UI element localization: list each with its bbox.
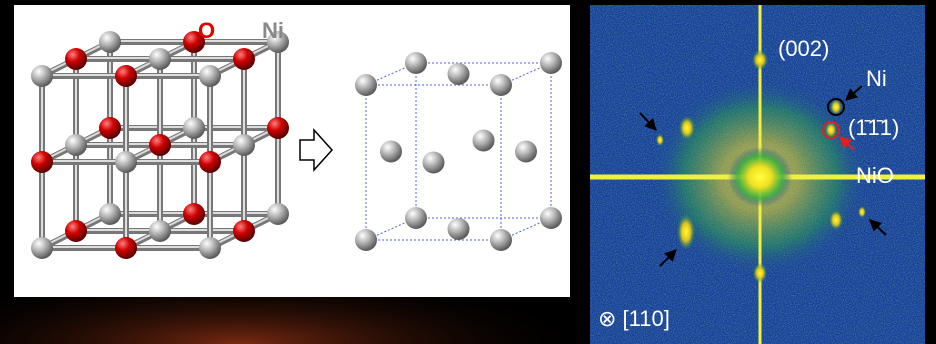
nickel-atom bbox=[448, 218, 470, 240]
nickel-atom bbox=[405, 52, 427, 74]
nickel-atom bbox=[31, 237, 53, 259]
diffraction-spot bbox=[679, 116, 695, 140]
diffraction-spot bbox=[677, 214, 695, 250]
oxygen-atom bbox=[65, 48, 87, 70]
nickel-atom bbox=[473, 130, 495, 152]
nickel-atom bbox=[99, 31, 121, 53]
plane-111-label: (1̄1̄1) bbox=[848, 115, 899, 140]
diffraction-spot bbox=[656, 134, 664, 146]
nickel-atom bbox=[490, 229, 512, 251]
zone-axis-label: ⊗ [110] bbox=[598, 306, 670, 331]
oxygen-atom bbox=[115, 237, 137, 259]
nickel-atom bbox=[448, 63, 470, 85]
plane-002-label: (002) bbox=[778, 36, 829, 61]
figure: O Ni (002) Ni (1̄1̄1) NiO ⊗ [110] bbox=[0, 0, 936, 344]
nickel-atom bbox=[99, 203, 121, 225]
oxygen-atom bbox=[267, 117, 289, 139]
nickel-atom bbox=[423, 152, 445, 174]
nickel-atom bbox=[267, 203, 289, 225]
nickel-atom bbox=[149, 220, 171, 242]
fft-panel: (002) Ni (1̄1̄1) NiO ⊗ [110] bbox=[590, 5, 925, 344]
oxygen-atom bbox=[233, 220, 255, 242]
nickel-atom bbox=[515, 141, 537, 163]
oxygen-atom bbox=[233, 48, 255, 70]
oxygen-atom bbox=[65, 220, 87, 242]
ni-label: Ni bbox=[866, 66, 887, 91]
nickel-atom bbox=[380, 141, 402, 163]
fft-center bbox=[728, 147, 792, 207]
nickel-atom bbox=[540, 52, 562, 74]
nickel-atom bbox=[149, 48, 171, 70]
nickel-label: Ni bbox=[262, 18, 284, 43]
nickel-atom bbox=[405, 207, 427, 229]
diffraction-spot bbox=[829, 210, 843, 230]
nickel-atom bbox=[183, 117, 205, 139]
nickel-atom bbox=[65, 134, 87, 156]
oxygen-atom bbox=[149, 134, 171, 156]
diffraction-spot bbox=[858, 206, 866, 218]
nickel-atom bbox=[355, 229, 377, 251]
oxygen-atom bbox=[183, 203, 205, 225]
oxygen-atom bbox=[115, 65, 137, 87]
nio-lattice bbox=[31, 31, 289, 259]
oxygen-atom bbox=[99, 117, 121, 139]
nickel-atom bbox=[199, 237, 221, 259]
oxygen-atom bbox=[31, 151, 53, 173]
nio-label: NiO bbox=[856, 163, 894, 188]
diffraction-spot bbox=[753, 263, 767, 283]
oxygen-label: O bbox=[198, 18, 215, 43]
nickel-atom bbox=[355, 74, 377, 96]
oxygen-atom bbox=[199, 151, 221, 173]
diffraction-spot bbox=[752, 50, 768, 70]
nickel-atom bbox=[233, 134, 255, 156]
nickel-atom bbox=[115, 151, 137, 173]
nickel-atom bbox=[490, 74, 512, 96]
nickel-atom bbox=[540, 207, 562, 229]
nickel-atom bbox=[31, 65, 53, 87]
nickel-atom bbox=[199, 65, 221, 87]
